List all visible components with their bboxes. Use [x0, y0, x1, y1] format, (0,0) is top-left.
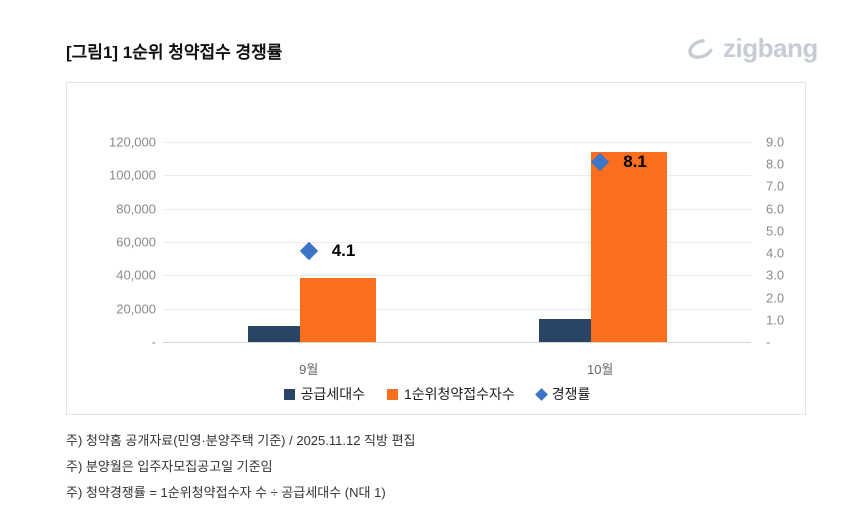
legend-square-swatch: [386, 388, 398, 400]
legend-item: 1순위청약접수자수: [386, 384, 515, 404]
gridline: [163, 342, 751, 343]
right-axis-tick: 3.0: [766, 267, 785, 283]
legend-item: 공급세대수: [283, 384, 365, 404]
left-axis-tick: 120,000: [109, 134, 156, 150]
legend-label: 1순위청약접수자수: [403, 386, 515, 402]
chart-panel: 120,000 100,000 80,000 60,000 40,000 20,000 - 9…: [66, 82, 806, 415]
zigbang-swoosh-icon: [686, 36, 716, 62]
rate-value-label: 8.1: [623, 152, 647, 171]
footnote-line: 주) 분양월은 입주자모집공고일 기준임: [66, 459, 273, 474]
rate-diamond-marker: [299, 241, 318, 261]
legend-label: 경쟁률: [551, 386, 591, 402]
legend-item: 경쟁률: [534, 384, 591, 404]
x-axis-category-label: 9월: [299, 362, 319, 377]
applicants-bar: [299, 277, 376, 342]
zigbang-logo-text: zigbang: [723, 33, 818, 63]
footnote-line: 주) 청약경쟁률 = 1순위청약접수자 수 ÷ 공급세대수 (N대 1): [66, 485, 386, 500]
legend-square-swatch: [283, 388, 295, 400]
zigbang-logo: zigbang: [686, 33, 818, 64]
left-axis-tick: 100,000: [109, 167, 156, 183]
footnotes: 주) 청약홈 공개자료(민영·분양주택 기준) / 2025.11.12 직방 …: [66, 428, 416, 506]
right-axis-tick: 9.0: [766, 134, 785, 150]
left-axis-tick: 60,000: [116, 234, 156, 250]
right-axis-tick: 5.0: [766, 223, 785, 239]
gridline: [163, 208, 751, 210]
right-axis-tick: 1.0: [766, 312, 785, 328]
gridline: [163, 142, 751, 143]
chart-legend: 공급세대수 1순위청약접수자수 경쟁률: [67, 384, 807, 404]
right-axis-tick: 8.0: [766, 156, 785, 172]
left-axis-tick: -: [151, 334, 156, 350]
legend-label: 공급세대수: [300, 386, 365, 402]
right-axis-tick: 2.0: [766, 290, 785, 306]
x-axis-category-label: 10월: [586, 362, 614, 377]
left-axis-tick: 20,000: [116, 301, 156, 317]
rate-value-label: 4.1: [331, 240, 356, 260]
gridline: [163, 308, 751, 310]
page-title: [그림1] 1순위 청약접수 경쟁률: [66, 43, 283, 62]
gridline: [163, 175, 751, 177]
supply-bar: [539, 318, 592, 342]
right-axis-tick: 7.0: [766, 178, 785, 194]
left-axis-tick: 40,000: [116, 267, 156, 283]
supply-bar: [247, 326, 300, 342]
right-axis-tick: 4.0: [766, 245, 785, 261]
legend-diamond-swatch: [534, 387, 548, 401]
gridline: [163, 275, 751, 277]
right-axis-tick: -: [766, 334, 771, 350]
applicants-bar: [591, 151, 668, 342]
left-axis-tick: 80,000: [116, 201, 156, 217]
gridline: [163, 242, 751, 243]
right-axis-tick: 6.0: [766, 201, 785, 217]
footnote-line: 주) 청약홈 공개자료(민영·분양주택 기준) / 2025.11.12 직방 …: [66, 433, 416, 448]
